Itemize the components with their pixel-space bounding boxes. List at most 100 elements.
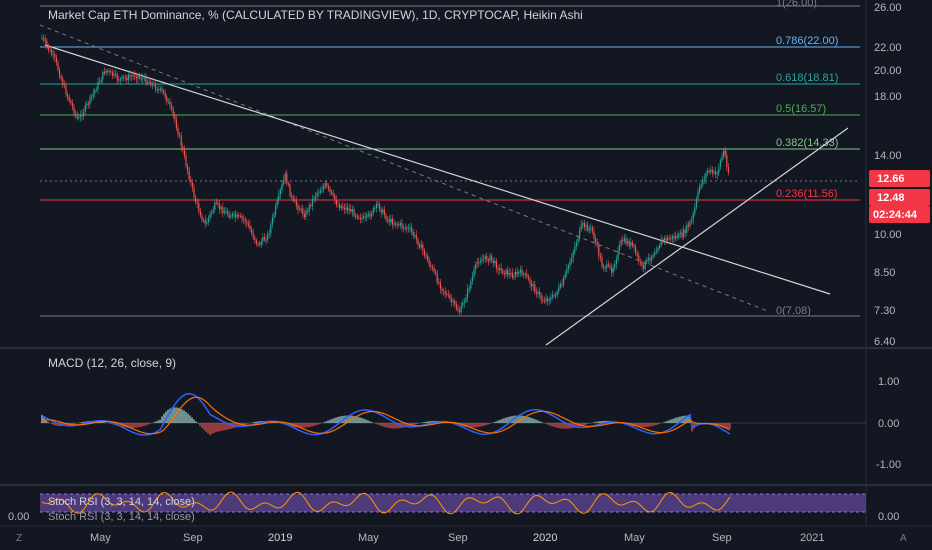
candle-body <box>185 155 187 166</box>
macd-histogram-bar <box>555 423 557 428</box>
candle-body <box>500 268 502 271</box>
candle-body <box>627 241 629 244</box>
candle-body <box>407 227 409 229</box>
candle-body <box>566 268 568 274</box>
candle-body <box>359 217 361 220</box>
candle-body <box>551 295 553 298</box>
candle-body <box>116 74 118 80</box>
candle-body <box>684 229 686 233</box>
stoch-legend-2[interactable]: Stoch RSI (3, 3, 14, 14, close) <box>48 511 195 523</box>
macd-histogram <box>41 407 731 436</box>
candle-body <box>257 243 259 245</box>
macd-histogram-bar <box>187 413 189 423</box>
candle-body <box>369 213 371 217</box>
candle-body <box>558 287 560 292</box>
candle-body <box>91 96 93 98</box>
macd-pane[interactable]: MACD (12, 26, close, 9) 1.00 0.00 -1.00 <box>40 356 901 471</box>
macd-histogram-bar <box>335 417 337 423</box>
candle-body <box>657 248 659 252</box>
macd-histogram-bar <box>667 420 669 423</box>
candle-body <box>715 171 717 175</box>
macd-histogram-bar <box>145 423 147 426</box>
macd-histogram-bar <box>653 423 655 426</box>
candle-body <box>639 261 641 263</box>
trend-lines[interactable] <box>39 24 849 346</box>
auto-scale-button[interactable]: A <box>900 533 907 544</box>
candle-body <box>241 216 243 219</box>
candle-body <box>428 260 430 266</box>
candle-body <box>611 267 613 273</box>
candle-body <box>339 205 341 209</box>
price-tick: 14.00 <box>874 150 902 162</box>
stoch-legend[interactable]: Stoch RSI (3, 3, 14, 14, close) <box>48 496 195 508</box>
candle-body <box>427 255 429 261</box>
candle-body <box>177 127 179 135</box>
candle-body <box>235 213 237 218</box>
macd-histogram-bar <box>551 423 553 427</box>
zoom-reset-button[interactable]: Z <box>16 533 22 544</box>
candle-body <box>705 172 707 179</box>
time-axis[interactable]: May Sep 2019 May Sep 2020 May Sep 2021 <box>90 532 824 544</box>
candle-body <box>47 45 49 50</box>
time-label: May <box>624 532 645 544</box>
macd-histogram-bar <box>519 415 521 423</box>
candle-body <box>430 265 432 267</box>
time-label: May <box>358 532 379 544</box>
macd-histogram-bar <box>339 416 341 423</box>
price-tick: 10.00 <box>874 229 902 241</box>
macd-legend[interactable]: MACD (12, 26, close, 9) <box>48 356 176 370</box>
candle-body <box>577 238 579 244</box>
candle-body <box>383 209 385 216</box>
macd-histogram-bar <box>669 419 671 423</box>
candle-body <box>532 284 534 287</box>
chart-title[interactable]: Market Cap ETH Dominance, % (CALCULATED … <box>48 8 583 22</box>
candle-body <box>713 171 715 173</box>
candle-body <box>513 275 515 278</box>
candle-body <box>355 215 357 217</box>
macd-histogram-bar <box>247 423 249 424</box>
candle-body <box>251 229 253 233</box>
candle-body <box>76 114 78 118</box>
candle-body <box>79 114 81 118</box>
macd-histogram-bar <box>601 420 603 423</box>
support-trendline[interactable] <box>545 127 849 346</box>
price-axis[interactable]: 26.00 22.00 20.00 18.00 14.00 10.00 8.50… <box>874 2 902 348</box>
candle-body <box>644 261 646 269</box>
candle-body <box>129 74 131 77</box>
candle-body <box>303 214 305 218</box>
candle-body <box>51 49 53 55</box>
macd-histogram-bar <box>165 411 167 423</box>
resistance-trendline[interactable] <box>44 44 831 295</box>
macd-histogram-bar <box>407 423 409 427</box>
fib-label-0618: 0.618(18.81) <box>776 72 838 84</box>
candle-body <box>719 160 721 168</box>
candle-body <box>491 255 493 260</box>
candle-body <box>44 39 46 41</box>
stoch-rsi-pane[interactable]: Stoch RSI (3, 3, 14, 14, close) Stoch RS… <box>8 491 899 523</box>
candle-body <box>403 227 405 229</box>
candle-body <box>270 224 272 234</box>
candle-body <box>716 172 718 175</box>
macd-histogram-bar <box>305 423 307 428</box>
macd-histogram-bar <box>359 417 361 423</box>
price-candles <box>41 34 729 317</box>
stoch-tick: 0.00 <box>878 511 899 523</box>
candle-body <box>622 240 624 242</box>
macd-histogram-bar <box>499 419 501 423</box>
candle-body <box>212 209 214 213</box>
candle-body <box>476 262 478 265</box>
candle-body <box>595 238 597 243</box>
candle-body <box>356 215 358 218</box>
dashed-trendline[interactable] <box>39 24 771 313</box>
candle-body <box>137 76 139 79</box>
candle-body <box>651 256 653 261</box>
macd-histogram-bar <box>289 423 291 427</box>
candle-body <box>206 222 208 224</box>
macd-histogram-bar <box>213 423 215 434</box>
price-tick: 8.50 <box>874 267 895 279</box>
macd-histogram-bar <box>417 423 419 424</box>
macd-histogram-bar <box>223 423 225 431</box>
candle-body <box>444 291 446 294</box>
candle-body <box>603 266 605 268</box>
